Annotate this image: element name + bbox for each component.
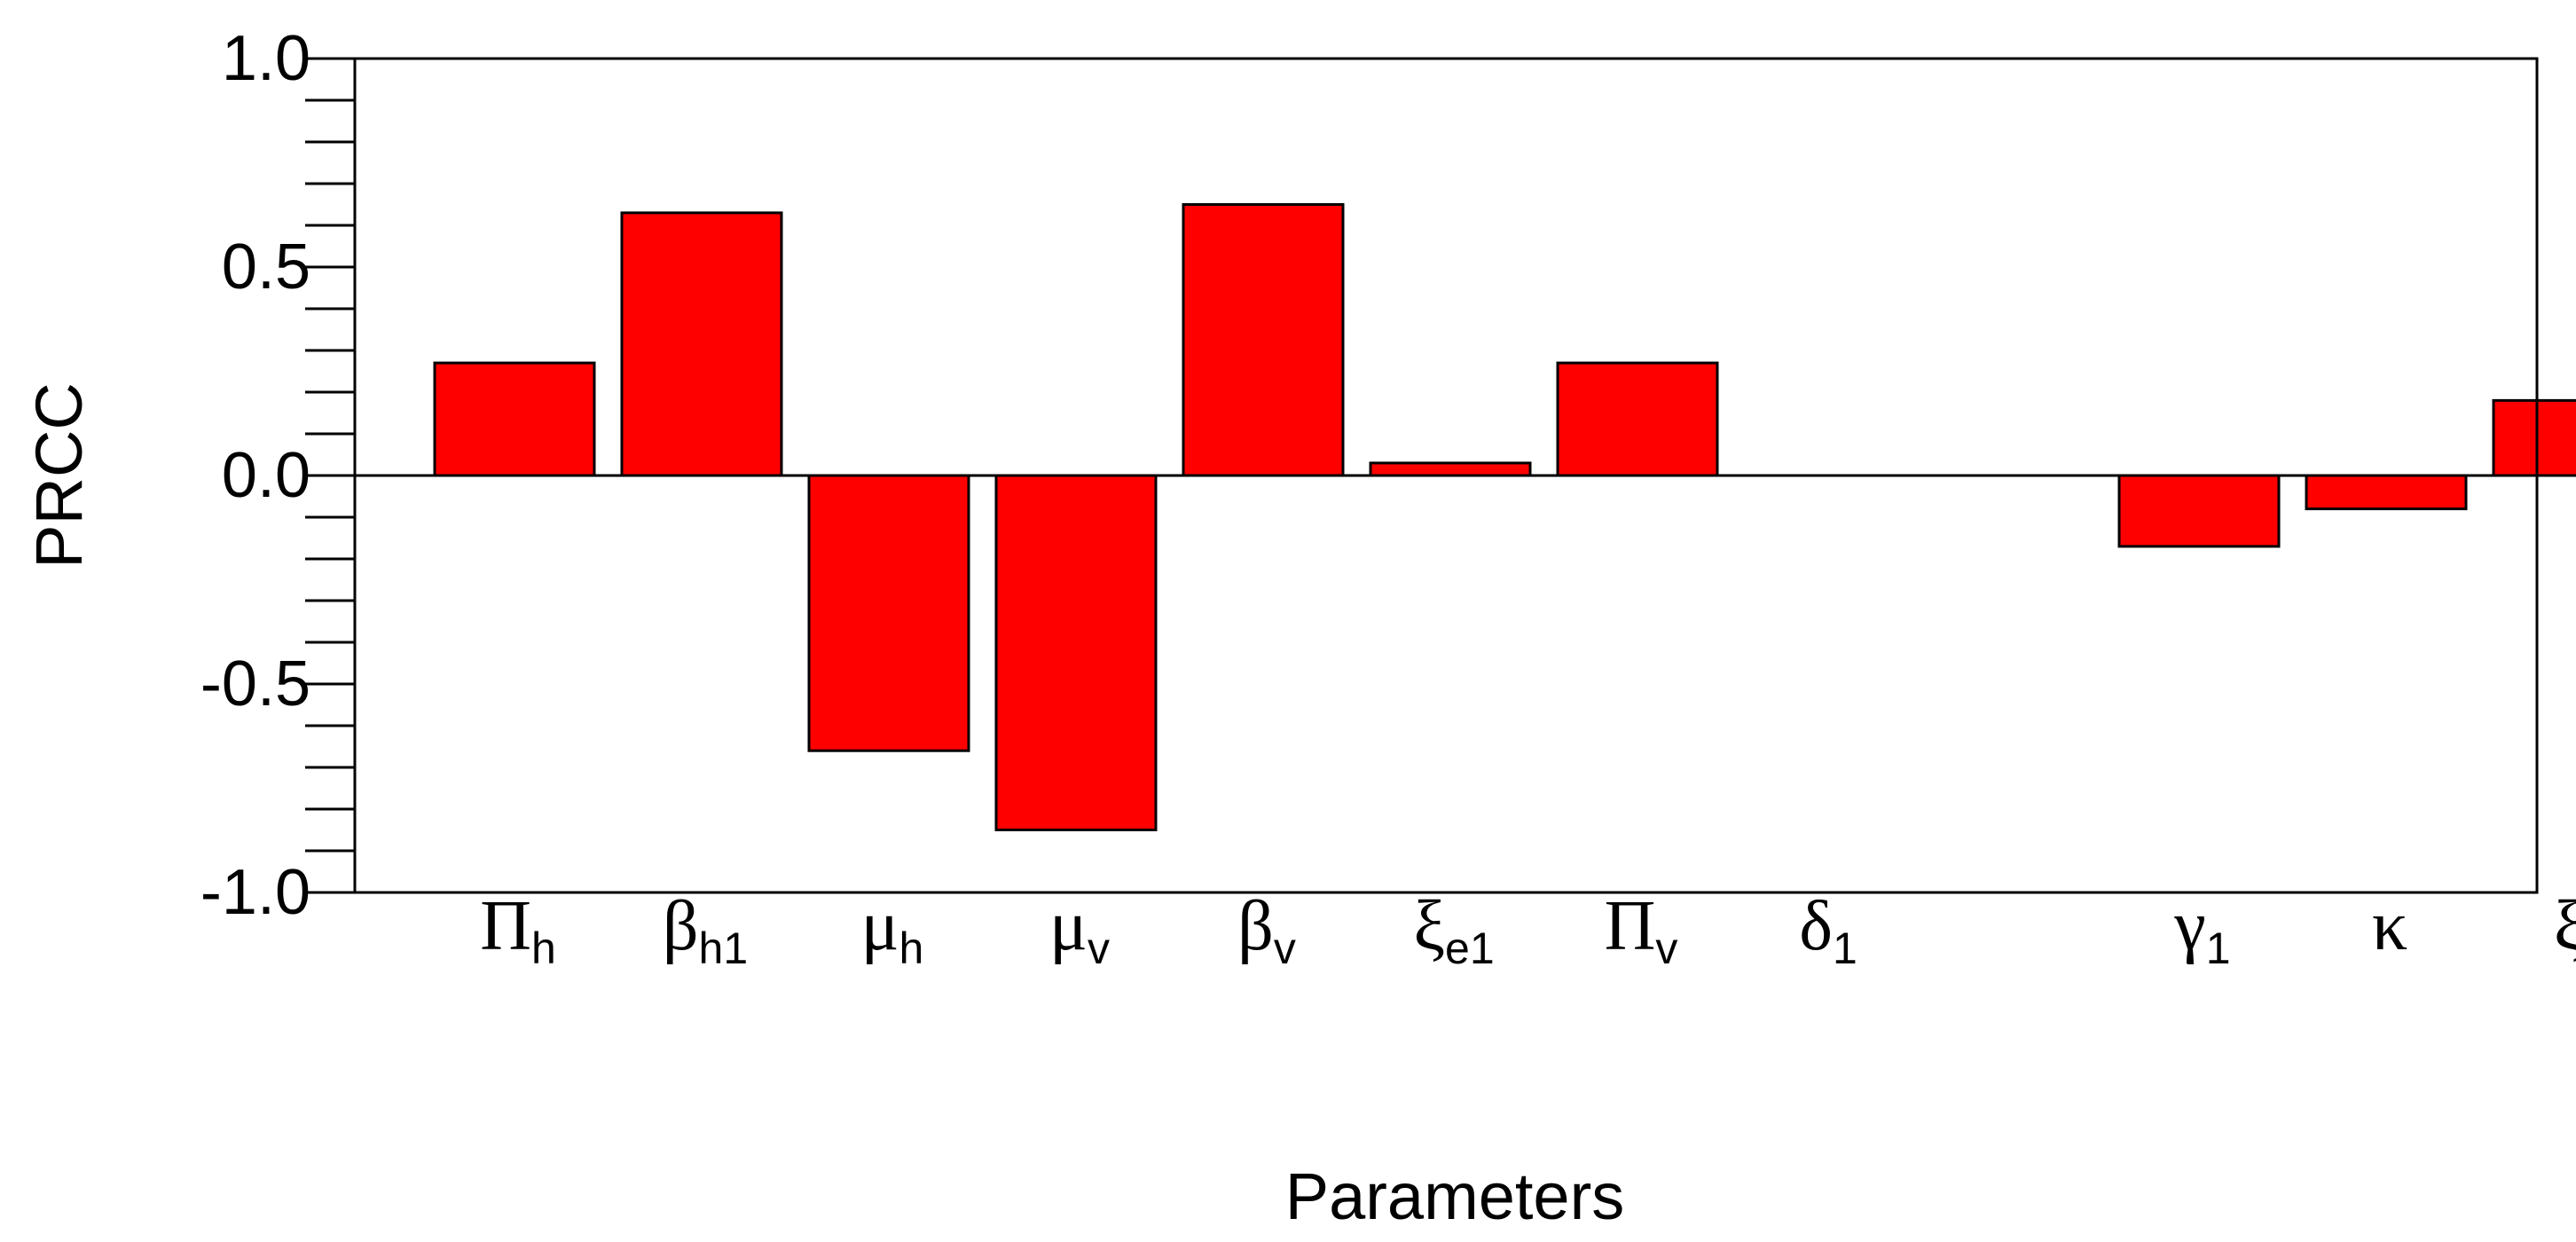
plot-frame — [353, 57, 2539, 894]
bar — [994, 474, 1158, 831]
x-tick-label: μv — [1049, 887, 1110, 973]
y-tick-label: 1.0 — [222, 23, 310, 94]
x-tick-label: ξe1 — [1413, 887, 1494, 973]
x-tick-label: γ1 — [2173, 887, 2230, 973]
x-tick-label: βh1 — [663, 887, 748, 973]
x-tick-label: Πh — [480, 887, 556, 973]
x-tick-label: δ1 — [1799, 887, 1857, 973]
x-tick-label: μh — [861, 887, 924, 973]
y-axis-title: PRCC — [22, 382, 96, 569]
y-tick-label: -1.0 — [200, 857, 310, 928]
bar — [1556, 361, 1719, 477]
bars — [433, 203, 2576, 831]
y-axis-ticks: -1.0 -0.5 0.0 0.5 1.0 — [200, 23, 355, 928]
bar — [433, 361, 596, 477]
x-tick-label: κ — [2372, 887, 2407, 965]
x-axis-title: Parameters — [1285, 1159, 1624, 1233]
y-tick-label: -0.5 — [200, 649, 310, 719]
x-tick-label: Πv — [1605, 887, 1678, 973]
bar — [807, 474, 970, 752]
bar — [2305, 474, 2468, 511]
bar — [1369, 461, 1532, 477]
bar — [2492, 398, 2576, 477]
x-tick-label: ξr — [2554, 887, 2576, 973]
bar — [2117, 474, 2281, 548]
y-tick-label: 0.5 — [222, 232, 310, 303]
y-tick-label: 0.0 — [222, 440, 310, 511]
x-axis-category-labels: Πh βh1 μh μv βv ξe1 Πv δ1 γ1 κ ξr — [480, 887, 2576, 973]
bar — [1182, 203, 1345, 477]
x-tick-label: βv — [1237, 887, 1296, 973]
bar — [620, 211, 783, 477]
